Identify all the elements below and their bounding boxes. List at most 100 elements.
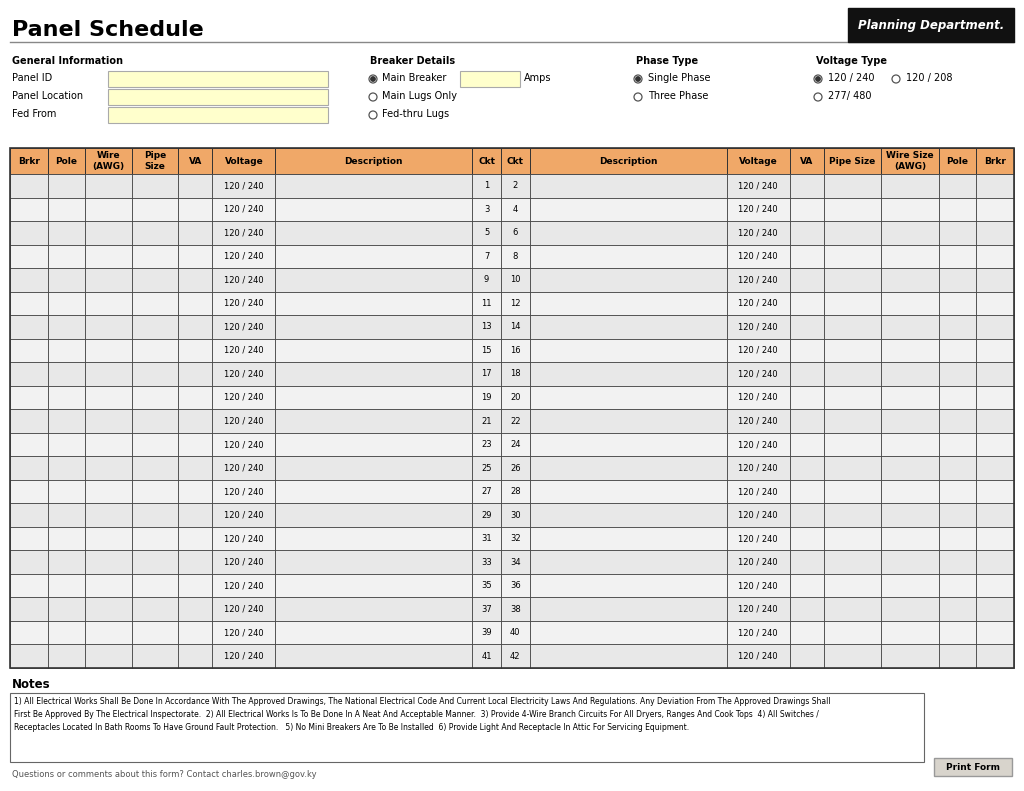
Bar bbox=[47, 621, 85, 645]
Bar bbox=[790, 597, 824, 621]
Bar bbox=[726, 174, 790, 198]
Bar bbox=[472, 221, 501, 244]
Bar bbox=[212, 221, 275, 244]
Text: Voltage: Voltage bbox=[738, 157, 777, 165]
Bar bbox=[132, 339, 178, 362]
Bar bbox=[934, 758, 1012, 776]
Bar bbox=[939, 480, 977, 503]
Text: 34: 34 bbox=[510, 558, 520, 566]
Bar bbox=[212, 621, 275, 645]
Text: 42: 42 bbox=[510, 652, 520, 660]
Bar bbox=[472, 148, 501, 174]
Text: 41: 41 bbox=[481, 652, 492, 660]
Bar bbox=[726, 433, 790, 456]
Bar bbox=[824, 148, 882, 174]
Bar bbox=[790, 198, 824, 221]
Bar bbox=[275, 339, 472, 362]
Bar bbox=[882, 456, 939, 480]
Bar bbox=[10, 409, 47, 433]
Text: Notes: Notes bbox=[12, 678, 50, 691]
Bar bbox=[824, 339, 882, 362]
Bar bbox=[132, 244, 178, 268]
Bar bbox=[10, 315, 47, 339]
Bar bbox=[529, 574, 726, 597]
Bar bbox=[939, 268, 977, 292]
Bar bbox=[275, 527, 472, 551]
Bar bbox=[275, 386, 472, 409]
Bar bbox=[501, 645, 529, 668]
Bar bbox=[790, 433, 824, 456]
Bar bbox=[977, 503, 1014, 527]
Bar bbox=[10, 292, 47, 315]
Bar bbox=[501, 503, 529, 527]
Bar bbox=[882, 292, 939, 315]
Bar bbox=[47, 174, 85, 198]
Bar bbox=[501, 339, 529, 362]
Bar bbox=[882, 574, 939, 597]
Text: Print Form: Print Form bbox=[946, 763, 1000, 771]
Bar bbox=[824, 551, 882, 574]
Bar bbox=[212, 292, 275, 315]
Bar bbox=[529, 456, 726, 480]
Bar bbox=[790, 339, 824, 362]
Bar bbox=[47, 409, 85, 433]
Bar bbox=[882, 621, 939, 645]
Text: 120 / 240: 120 / 240 bbox=[738, 511, 778, 520]
Bar bbox=[275, 292, 472, 315]
Bar bbox=[472, 268, 501, 292]
Text: 120 / 240: 120 / 240 bbox=[738, 205, 778, 214]
Bar bbox=[178, 174, 212, 198]
Text: 10: 10 bbox=[510, 275, 520, 284]
Bar bbox=[132, 597, 178, 621]
Text: 120 / 240: 120 / 240 bbox=[224, 205, 263, 214]
Bar bbox=[212, 456, 275, 480]
Bar bbox=[212, 198, 275, 221]
Bar bbox=[275, 645, 472, 668]
Bar bbox=[85, 503, 132, 527]
Text: 33: 33 bbox=[481, 558, 492, 566]
Bar bbox=[501, 174, 529, 198]
Bar bbox=[790, 292, 824, 315]
Bar bbox=[824, 433, 882, 456]
Bar bbox=[726, 645, 790, 668]
Bar bbox=[275, 433, 472, 456]
Bar bbox=[10, 362, 47, 386]
Bar bbox=[977, 527, 1014, 551]
Bar bbox=[178, 621, 212, 645]
Bar bbox=[939, 574, 977, 597]
Bar bbox=[472, 339, 501, 362]
Bar bbox=[726, 409, 790, 433]
Bar bbox=[472, 503, 501, 527]
Text: 120 / 240: 120 / 240 bbox=[738, 181, 778, 191]
Text: 120 / 240: 120 / 240 bbox=[224, 252, 263, 261]
Bar bbox=[529, 292, 726, 315]
Text: 25: 25 bbox=[481, 464, 492, 472]
Bar bbox=[10, 551, 47, 574]
Bar bbox=[47, 198, 85, 221]
Bar bbox=[132, 456, 178, 480]
Bar bbox=[501, 292, 529, 315]
Text: 120 / 240: 120 / 240 bbox=[224, 534, 263, 543]
Bar bbox=[275, 362, 472, 386]
Text: 17: 17 bbox=[481, 369, 492, 378]
Bar bbox=[977, 621, 1014, 645]
Text: 11: 11 bbox=[481, 299, 492, 308]
Bar bbox=[824, 174, 882, 198]
Bar bbox=[882, 315, 939, 339]
Bar bbox=[977, 456, 1014, 480]
Bar bbox=[501, 621, 529, 645]
Bar bbox=[178, 148, 212, 174]
Bar bbox=[501, 362, 529, 386]
Text: Wire
(AWG): Wire (AWG) bbox=[92, 151, 125, 171]
Bar bbox=[10, 148, 47, 174]
Bar bbox=[977, 433, 1014, 456]
Bar bbox=[977, 409, 1014, 433]
Bar bbox=[790, 527, 824, 551]
Bar bbox=[882, 148, 939, 174]
Bar bbox=[790, 174, 824, 198]
Bar bbox=[178, 244, 212, 268]
Bar bbox=[85, 198, 132, 221]
Bar bbox=[85, 597, 132, 621]
Bar bbox=[212, 645, 275, 668]
Bar bbox=[882, 339, 939, 362]
